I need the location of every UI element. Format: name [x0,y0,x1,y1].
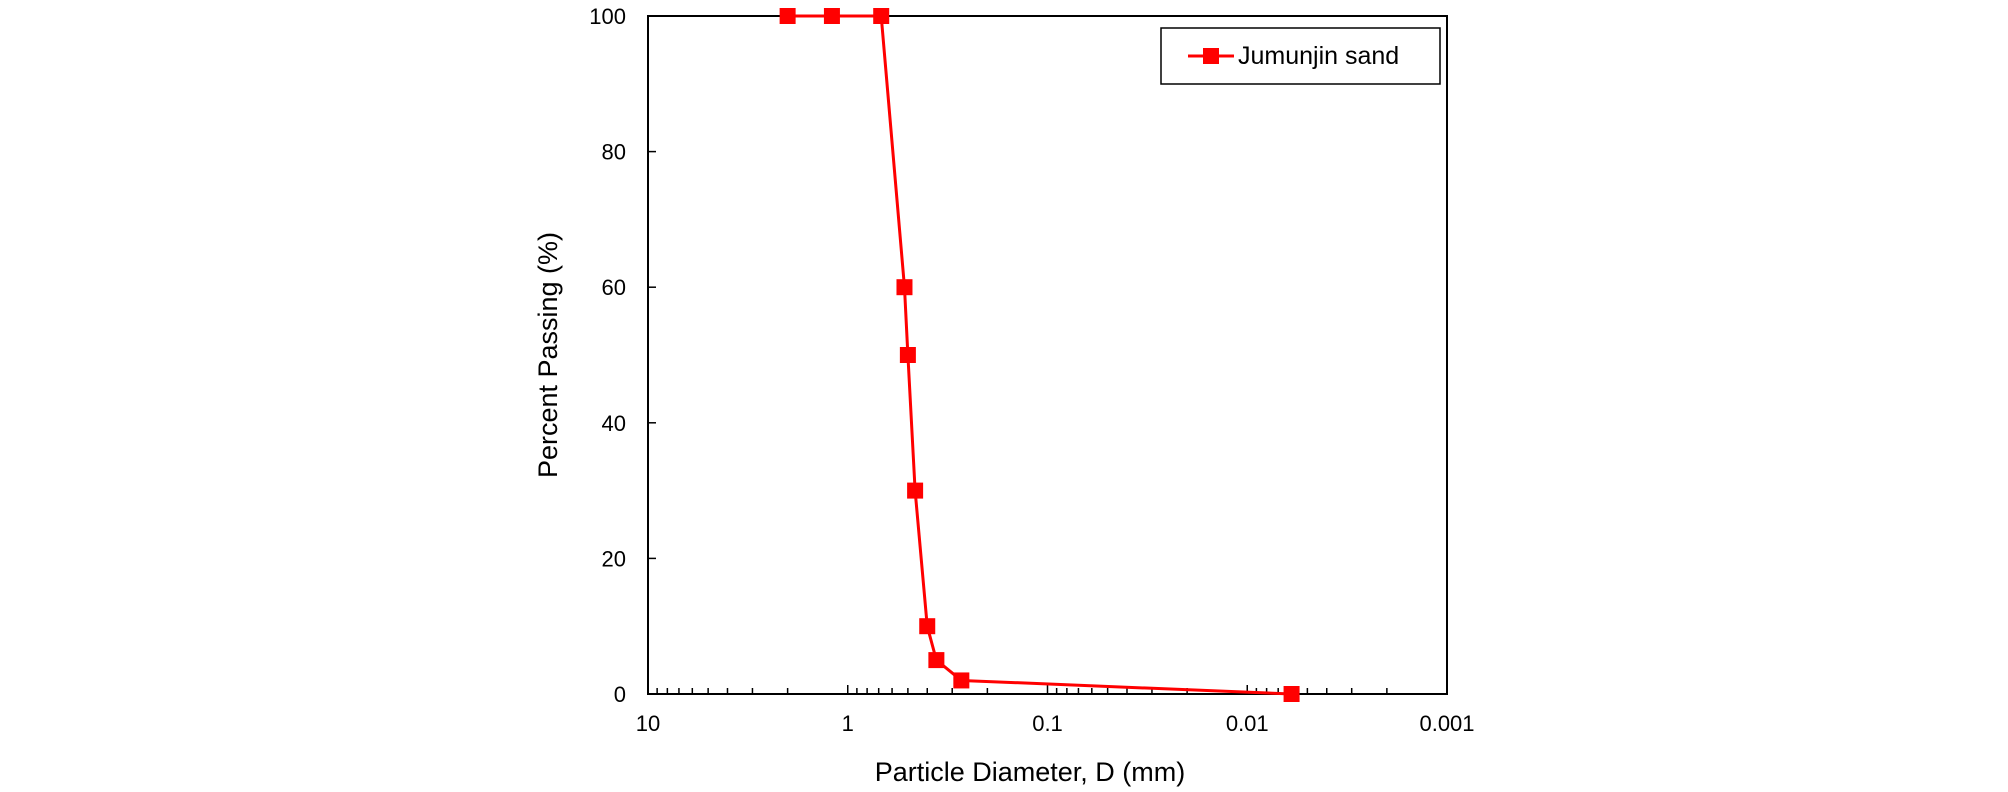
x-tick-label: 10 [636,711,660,736]
x-tick-label: 0.1 [1032,711,1063,736]
data-point [823,8,840,24]
x-axis-tick-labels: 10 1 0.1 0.01 0.001 [636,711,1475,736]
data-point [873,8,890,24]
data-point [896,279,913,296]
y-tick-label: 0 [614,682,626,707]
y-tick-label: 80 [602,140,626,165]
data-point [953,672,970,689]
legend-marker [1203,48,1219,64]
data-point [899,347,916,363]
x-axis-title: Particle Diameter, D (mm) [875,757,1186,787]
legend-label: Jumunjin sand [1238,42,1399,70]
data-point [919,618,936,635]
y-tick-label: 100 [589,4,626,29]
legend: Jumunjin sand [1160,27,1441,85]
series-line [787,14,1292,696]
x-tick-label: 1 [842,711,854,736]
y-axis-tick-labels: 0 20 40 60 80 100 [589,4,626,707]
x-tick-label: 0.01 [1226,711,1269,736]
y-tick-label: 60 [602,275,626,300]
plot-area [647,15,1448,695]
data-point [907,482,924,499]
data-point [779,8,796,24]
y-tick-label: 40 [602,411,626,436]
x-axis-ticks [656,685,1448,694]
x-tick-label: 0.001 [1419,711,1474,736]
y-axis-ticks [648,15,656,695]
y-axis-title: Percent Passing (%) [533,232,563,478]
data-point [928,652,945,669]
series-layer [779,8,1300,702]
data-point [1283,686,1300,702]
y-tick-label: 20 [602,546,626,571]
